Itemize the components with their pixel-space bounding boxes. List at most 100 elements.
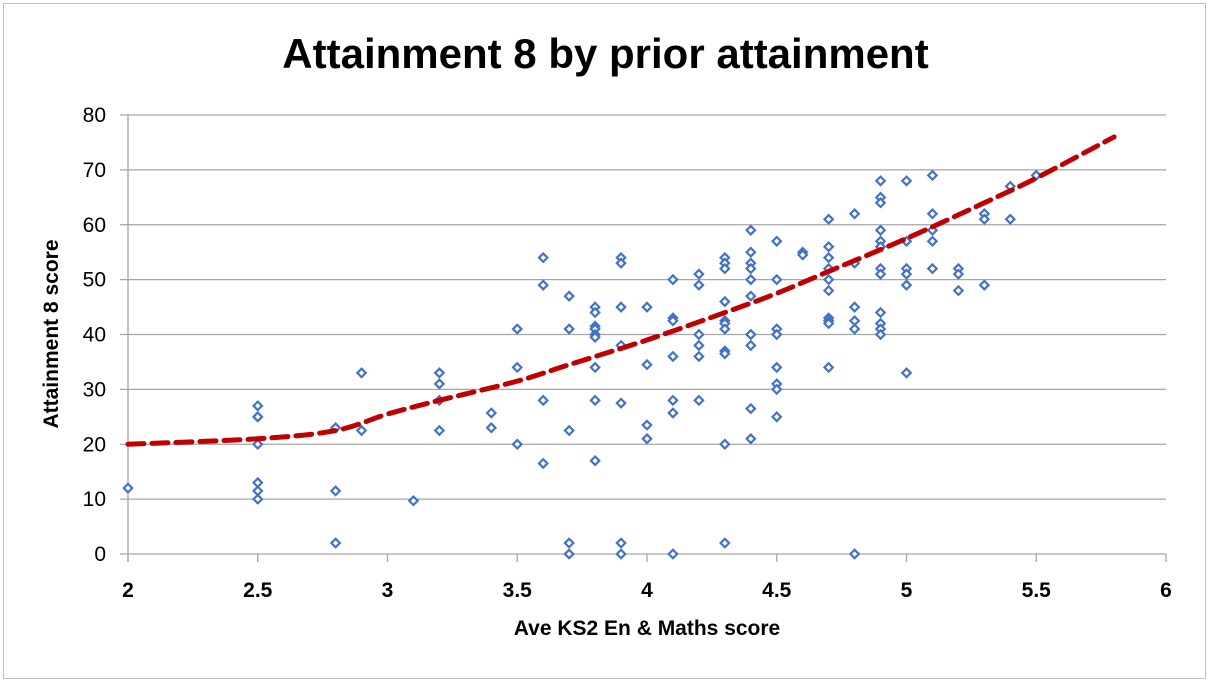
data-point bbox=[874, 268, 887, 280]
x-axis-label: Ave KS2 En & Maths score bbox=[513, 617, 781, 640]
data-point bbox=[926, 235, 939, 247]
data-point bbox=[874, 175, 887, 187]
data-point bbox=[978, 279, 991, 291]
data-point bbox=[848, 323, 861, 335]
data-point bbox=[900, 268, 913, 280]
y-tick-label: 60 bbox=[83, 214, 106, 237]
data-point bbox=[693, 394, 705, 407]
data-point bbox=[926, 169, 939, 182]
data-point bbox=[745, 339, 757, 352]
x-tick-label: 3 bbox=[382, 579, 394, 602]
data-point bbox=[615, 548, 627, 560]
data-point bbox=[770, 383, 783, 396]
data-point bbox=[822, 361, 835, 374]
data-point bbox=[745, 224, 757, 236]
data-point bbox=[874, 197, 887, 209]
data-point bbox=[745, 262, 757, 275]
data-point bbox=[745, 328, 757, 341]
data-point bbox=[822, 240, 835, 253]
data-point bbox=[563, 548, 575, 560]
data-point bbox=[745, 246, 757, 258]
data-point bbox=[511, 438, 524, 451]
data-point bbox=[693, 279, 705, 291]
data-point bbox=[251, 438, 264, 451]
data-point bbox=[770, 361, 783, 374]
data-point bbox=[874, 306, 887, 319]
data-point bbox=[719, 347, 731, 360]
data-point bbox=[848, 208, 861, 220]
data-point bbox=[667, 350, 679, 363]
data-point bbox=[770, 273, 783, 286]
data-point bbox=[952, 284, 965, 297]
data-point bbox=[770, 411, 783, 423]
data-point bbox=[355, 424, 368, 437]
data-point bbox=[822, 317, 835, 330]
x-tick-label: 3.5 bbox=[503, 579, 533, 602]
data-point bbox=[563, 323, 575, 335]
data-point bbox=[667, 315, 679, 327]
x-tick-label: 4.5 bbox=[762, 579, 792, 602]
data-point bbox=[770, 235, 783, 247]
data-point bbox=[693, 328, 705, 341]
data-point bbox=[822, 213, 835, 226]
data-point bbox=[719, 438, 731, 451]
data-point bbox=[589, 331, 601, 343]
data-point bbox=[770, 328, 783, 341]
data-point bbox=[822, 251, 835, 264]
data-point bbox=[537, 279, 549, 291]
data-point bbox=[848, 301, 861, 313]
y-tick-label: 30 bbox=[83, 378, 106, 401]
data-point bbox=[251, 493, 264, 505]
data-point bbox=[978, 213, 991, 226]
data-point bbox=[433, 424, 446, 437]
data-point bbox=[745, 290, 757, 302]
data-point bbox=[874, 224, 887, 236]
data-point bbox=[693, 268, 705, 280]
data-point bbox=[433, 378, 446, 390]
data-point bbox=[407, 495, 420, 507]
data-point bbox=[615, 397, 627, 409]
data-point bbox=[511, 323, 524, 335]
x-tick-label: 2.5 bbox=[243, 579, 273, 602]
data-point bbox=[589, 361, 601, 374]
data-point bbox=[693, 339, 705, 352]
data-point bbox=[589, 394, 601, 407]
data-point bbox=[537, 251, 549, 264]
data-point bbox=[641, 419, 653, 431]
data-point bbox=[667, 273, 679, 286]
data-point bbox=[589, 306, 601, 319]
y-tick-label: 20 bbox=[83, 433, 106, 456]
data-point bbox=[537, 394, 549, 407]
data-point bbox=[822, 284, 835, 297]
chart-frame bbox=[3, 3, 1206, 679]
data-point bbox=[615, 537, 627, 549]
y-tick-label: 50 bbox=[83, 269, 106, 292]
y-tick-label: 10 bbox=[83, 488, 106, 511]
x-tick-label: 6 bbox=[1160, 579, 1172, 602]
data-point bbox=[900, 175, 913, 187]
data-point bbox=[485, 407, 498, 419]
data-point bbox=[667, 407, 679, 419]
data-point bbox=[641, 433, 653, 445]
data-point bbox=[693, 350, 705, 363]
data-point bbox=[589, 454, 601, 467]
data-point bbox=[251, 400, 264, 412]
data-point bbox=[485, 422, 498, 434]
data-point bbox=[900, 279, 913, 291]
y-tick-label: 0 bbox=[94, 543, 106, 566]
data-point bbox=[122, 482, 134, 494]
data-point bbox=[926, 224, 939, 236]
data-point bbox=[796, 249, 809, 261]
data-point bbox=[926, 208, 939, 220]
data-point bbox=[615, 301, 627, 313]
data-point bbox=[1004, 213, 1017, 226]
data-point bbox=[952, 268, 965, 280]
data-point bbox=[641, 358, 653, 371]
data-point bbox=[745, 402, 757, 415]
data-point bbox=[615, 257, 627, 269]
y-tick-label: 70 bbox=[83, 159, 106, 182]
data-point bbox=[874, 328, 887, 341]
data-point bbox=[563, 290, 575, 302]
data-point bbox=[251, 411, 264, 423]
data-point bbox=[719, 295, 731, 308]
